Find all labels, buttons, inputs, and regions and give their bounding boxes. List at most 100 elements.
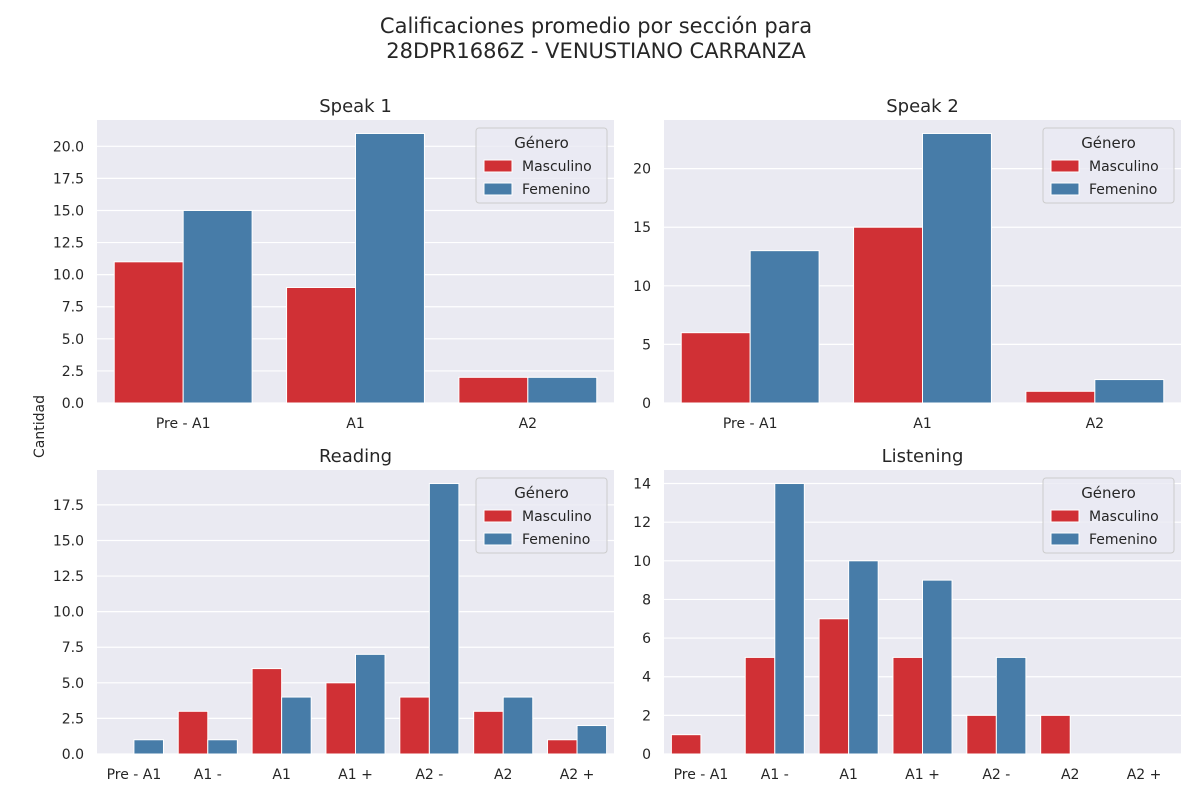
subplot-title: Speak 2 xyxy=(886,96,959,117)
bar-femenino-2 xyxy=(1094,379,1165,404)
x-tick-label: A2 xyxy=(1061,767,1079,783)
legend: Género Masculino Femenino xyxy=(475,127,608,204)
x-tick-label: A2 - xyxy=(982,767,1010,783)
y-tick-label: 2.5 xyxy=(62,711,84,727)
bar-femenino-2 xyxy=(281,696,312,755)
x-tick-label: A2 xyxy=(494,767,512,783)
y-tick-label: 15 xyxy=(633,220,651,236)
bar-masculino-1 xyxy=(286,286,357,404)
chart-panel-3: 0 2 4 6 8 10 12 14 Pre - A1 A1 - A1 A1 + A2 - A2 A2 + L… xyxy=(633,446,1181,783)
bar-masculino-0 xyxy=(680,332,751,404)
y-tick-label: 7.5 xyxy=(62,640,84,656)
x-tick-label: A2 + xyxy=(1127,767,1162,783)
y-tick-label: 12 xyxy=(633,515,651,531)
legend-label-masculino: Masculino xyxy=(1089,159,1159,175)
bar-masculino-1 xyxy=(853,226,923,404)
y-tick-label: 10.0 xyxy=(53,605,84,621)
y-tick-label: 0 xyxy=(642,396,651,412)
legend-swatch-femenino xyxy=(1050,532,1080,546)
bar-femenino-2 xyxy=(527,376,598,404)
figure-title: Calificaciones promedio por sección para… xyxy=(0,14,1192,64)
bar-femenino-1 xyxy=(207,739,238,755)
legend-label-femenino: Femenino xyxy=(522,532,590,548)
bar-masculino-2 xyxy=(1025,390,1096,404)
chart-panel-1: 0 5 10 15 20 Pre - A1 A1 A2 Speak 2 Género Masculi… xyxy=(633,96,1181,432)
y-tick-label: 17.5 xyxy=(53,171,84,187)
bar-femenino-3 xyxy=(355,653,386,755)
y-tick-label: 8 xyxy=(642,592,651,608)
x-tick-label: A1 xyxy=(839,767,857,783)
y-tick-label: 17.5 xyxy=(53,498,84,514)
subplot-title: Reading xyxy=(319,446,392,467)
y-tick-label: 5.0 xyxy=(62,676,84,692)
y-tick-label: 15.0 xyxy=(53,533,84,549)
legend-label-masculino: Masculino xyxy=(522,509,592,525)
y-tick-label: 2.5 xyxy=(62,364,84,380)
bar-femenino-1 xyxy=(355,132,425,404)
legend-label-masculino: Masculino xyxy=(1089,509,1159,525)
legend-label-femenino: Femenino xyxy=(522,182,590,198)
legend-swatch-femenino xyxy=(483,532,513,546)
bar-masculino-0 xyxy=(670,734,702,755)
bar-femenino-6 xyxy=(576,725,608,755)
x-tick-label: Pre - A1 xyxy=(107,767,162,783)
subplot-title: Speak 1 xyxy=(319,96,392,117)
y-tick-label: 5 xyxy=(642,337,651,353)
bar-femenino-5 xyxy=(502,696,534,755)
bar-femenino-0 xyxy=(133,739,164,755)
bar-femenino-0 xyxy=(749,250,820,404)
y-tick-label: 0 xyxy=(642,747,651,763)
bar-masculino-3 xyxy=(892,656,924,755)
y-tick-label: 10 xyxy=(633,554,651,570)
bar-masculino-4 xyxy=(399,696,430,755)
bar-femenino-4 xyxy=(995,656,1027,755)
legend-title: Género xyxy=(1081,484,1136,502)
legend-swatch-masculino xyxy=(483,159,513,173)
bar-femenino-4 xyxy=(428,483,460,755)
y-tick-label: 2 xyxy=(642,708,651,724)
y-tick-label: 5.0 xyxy=(62,332,84,348)
bar-femenino-0 xyxy=(182,209,253,404)
legend-label-femenino: Femenino xyxy=(1089,532,1157,548)
y-tick-label: 4 xyxy=(642,670,651,686)
bar-femenino-3 xyxy=(922,579,953,755)
bar-masculino-6 xyxy=(547,739,578,755)
bar-femenino-1 xyxy=(922,132,992,404)
x-tick-label: A1 xyxy=(913,416,931,432)
legend: Género Masculino Femenino xyxy=(1042,477,1175,554)
x-tick-label: A1 xyxy=(346,416,364,432)
bar-masculino-5 xyxy=(1040,714,1071,755)
legend-label-masculino: Masculino xyxy=(522,159,592,175)
legend: Género Masculino Femenino xyxy=(1042,127,1175,204)
legend-swatch-femenino xyxy=(483,182,513,196)
legend-title: Género xyxy=(514,134,569,152)
y-tick-label: 0.0 xyxy=(62,396,84,412)
x-tick-label: A1 - xyxy=(761,767,789,783)
x-tick-label: A1 + xyxy=(338,767,373,783)
legend-title: Género xyxy=(1081,134,1136,152)
y-tick-label: 20.0 xyxy=(53,139,84,155)
y-tick-label: 14 xyxy=(633,477,651,493)
x-tick-label: A2 - xyxy=(415,767,443,783)
y-tick-label: 7.5 xyxy=(62,300,84,316)
y-tick-label: 10 xyxy=(633,279,651,295)
x-tick-label: A1 + xyxy=(905,767,940,783)
y-tick-label: 12.5 xyxy=(53,569,84,585)
x-tick-label: A2 xyxy=(519,416,537,432)
bar-masculino-2 xyxy=(251,668,283,755)
bar-masculino-1 xyxy=(177,710,209,755)
bar-masculino-4 xyxy=(966,714,997,755)
figure-title-line2: 28DPR1686Z - VENUSTIANO CARRANZA xyxy=(386,39,806,63)
x-tick-label: A1 - xyxy=(194,767,222,783)
bar-femenino-1 xyxy=(774,483,805,755)
legend-title: Género xyxy=(514,484,569,502)
legend-label-femenino: Femenino xyxy=(1089,182,1157,198)
y-tick-label: 10.0 xyxy=(53,268,84,284)
bar-femenino-2 xyxy=(848,560,879,755)
bar-masculino-0 xyxy=(113,261,184,404)
chart-panel-2: 0.0 2.5 5.0 7.5 10.0 12.5 15.0 17.5 Pre - A1 A1 -… xyxy=(53,446,614,783)
chart-panel-0: 0.0 2.5 5.0 7.5 10.0 12.5 15.0 17.5 20.0 Pre - A1… xyxy=(53,96,614,432)
x-tick-label: A2 xyxy=(1086,416,1104,432)
y-tick-label: 15.0 xyxy=(53,203,84,219)
